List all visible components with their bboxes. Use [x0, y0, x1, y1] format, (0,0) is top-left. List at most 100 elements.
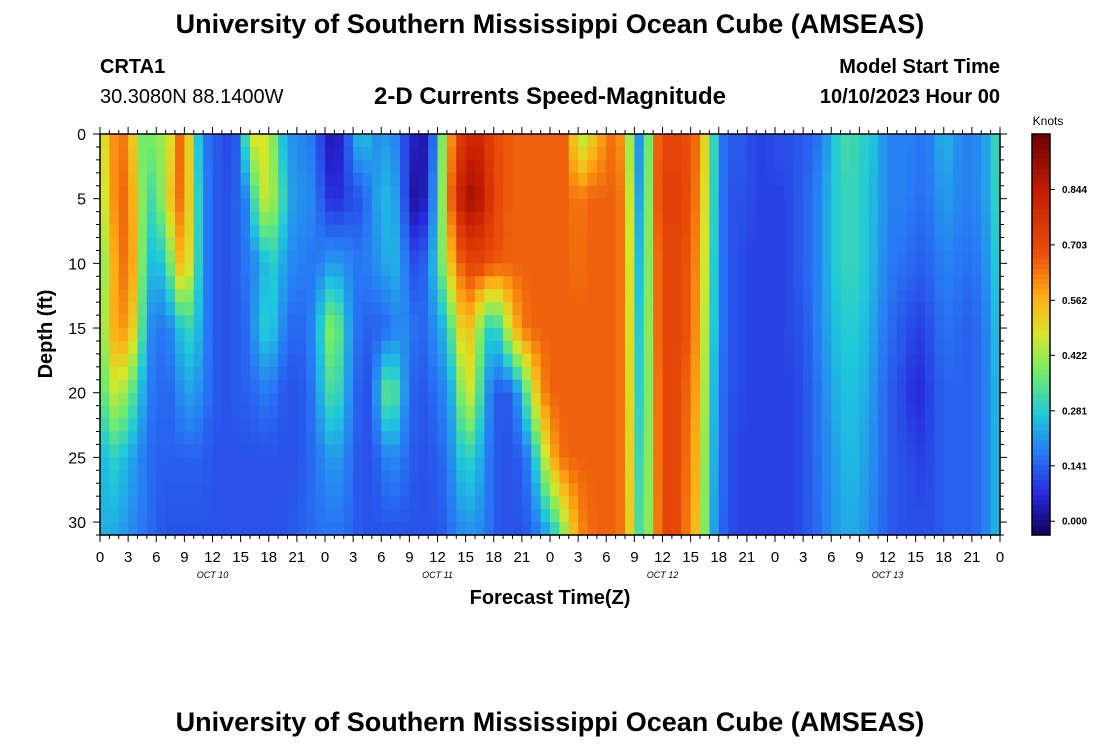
heatmap-cell: [221, 237, 232, 252]
heatmap-cell: [165, 340, 176, 355]
heatmap-cell: [887, 340, 898, 355]
heatmap-cell: [559, 276, 570, 290]
heatmap-cell: [540, 263, 551, 277]
heatmap-cell: [381, 159, 392, 174]
heatmap-cell: [793, 134, 804, 148]
heatmap-cell: [887, 172, 898, 187]
heatmap-cell: [165, 146, 176, 161]
heatmap-cell: [700, 340, 710, 355]
heatmap-cell: [596, 159, 607, 174]
heatmap-cell: [296, 483, 307, 497]
heatmap-cell: [465, 522, 476, 536]
heatmap-cell: [878, 353, 889, 368]
heatmap-cell: [400, 444, 410, 458]
heatmap-cell: [371, 146, 382, 161]
heatmap-cell: [953, 418, 964, 433]
colorbar-swatch: [1032, 254, 1050, 260]
heatmap-cell: [840, 405, 851, 420]
heatmap-cell: [362, 315, 373, 329]
heatmap-cell: [868, 340, 879, 355]
heatmap-cell: [353, 328, 364, 342]
heatmap-cell: [728, 185, 739, 200]
heatmap-cell: [709, 211, 720, 226]
heatmap-cell: [531, 353, 542, 368]
heatmap-cell: [578, 315, 589, 329]
heatmap-cell: [859, 405, 870, 420]
heatmap-cell: [137, 418, 148, 433]
heatmap-cell: [475, 418, 485, 433]
heatmap-cell: [681, 431, 692, 446]
heatmap-cell: [259, 418, 270, 433]
heatmap-cell: [925, 340, 935, 355]
heatmap-cell: [821, 328, 832, 342]
heatmap-cell: [953, 353, 964, 368]
heatmap-cell: [915, 211, 926, 226]
heatmap-cell: [137, 483, 148, 497]
heatmap-cell: [915, 263, 926, 277]
heatmap-cell: [653, 470, 664, 484]
heatmap-cell: [925, 198, 935, 213]
heatmap-cell: [493, 353, 504, 368]
heatmap-cell: [221, 250, 232, 264]
colorbar-swatch: [1032, 134, 1050, 140]
heatmap-cell: [240, 366, 251, 381]
heatmap-cell: [193, 134, 204, 148]
heatmap-cell: [728, 159, 739, 174]
x-tick-label: 0: [321, 549, 329, 566]
heatmap-cell: [981, 366, 992, 381]
heatmap-cell: [184, 328, 195, 342]
heatmap-cell: [175, 340, 185, 355]
heatmap-cell: [690, 276, 701, 290]
heatmap-cell: [578, 366, 589, 381]
heatmap-cell: [971, 522, 982, 536]
heatmap-cell: [484, 444, 495, 458]
heatmap-cell: [381, 224, 392, 239]
heatmap-cell: [521, 366, 532, 381]
heatmap-cell: [278, 328, 289, 342]
heatmap-cell: [643, 522, 654, 536]
heatmap-cell: [306, 405, 317, 420]
heatmap-cell: [840, 470, 851, 484]
heatmap-cell: [503, 276, 514, 290]
heatmap-cell: [100, 198, 110, 213]
heatmap-cell: [362, 509, 373, 523]
heatmap-cell: [709, 444, 720, 458]
heatmap-cell: [231, 263, 242, 277]
heatmap-cell: [578, 302, 589, 316]
heatmap-cell: [193, 159, 204, 174]
heatmap-cell: [212, 289, 223, 303]
heatmap-cell: [868, 211, 879, 226]
heatmap-cell: [371, 431, 382, 446]
heatmap-cell: [615, 172, 626, 187]
heatmap-cell: [625, 250, 635, 264]
heatmap-cell: [278, 172, 289, 187]
heatmap-cell: [381, 172, 392, 187]
heatmap-cell: [700, 289, 710, 303]
heatmap-cell: [662, 496, 673, 510]
heatmap-cell: [812, 340, 823, 355]
heatmap-cell: [587, 302, 598, 316]
heatmap-cell: [953, 444, 964, 458]
heatmap-cell: [859, 198, 870, 213]
colorbar-swatch: [1032, 459, 1050, 466]
heatmap-cell: [906, 289, 917, 303]
heatmap-cell: [925, 405, 935, 420]
heatmap-cell: [109, 483, 120, 497]
heatmap-cell: [765, 289, 776, 303]
heatmap-cell: [531, 237, 542, 252]
heatmap-cell: [231, 289, 242, 303]
heatmap-cell: [259, 134, 270, 148]
heatmap-cell: [512, 302, 523, 316]
heatmap-cell: [465, 159, 476, 174]
heatmap-cell: [709, 276, 720, 290]
heatmap-cell: [559, 483, 570, 497]
heatmap-cell: [456, 172, 467, 187]
heatmap-cell: [671, 496, 682, 510]
heatmap-cell: [906, 237, 917, 252]
heatmap-cell: [559, 418, 570, 433]
heatmap-cell: [765, 366, 776, 381]
heatmap-cell: [653, 522, 664, 536]
heatmap-cell: [287, 159, 298, 174]
heatmap-cell: [503, 392, 514, 407]
heatmap-cell: [906, 159, 917, 174]
